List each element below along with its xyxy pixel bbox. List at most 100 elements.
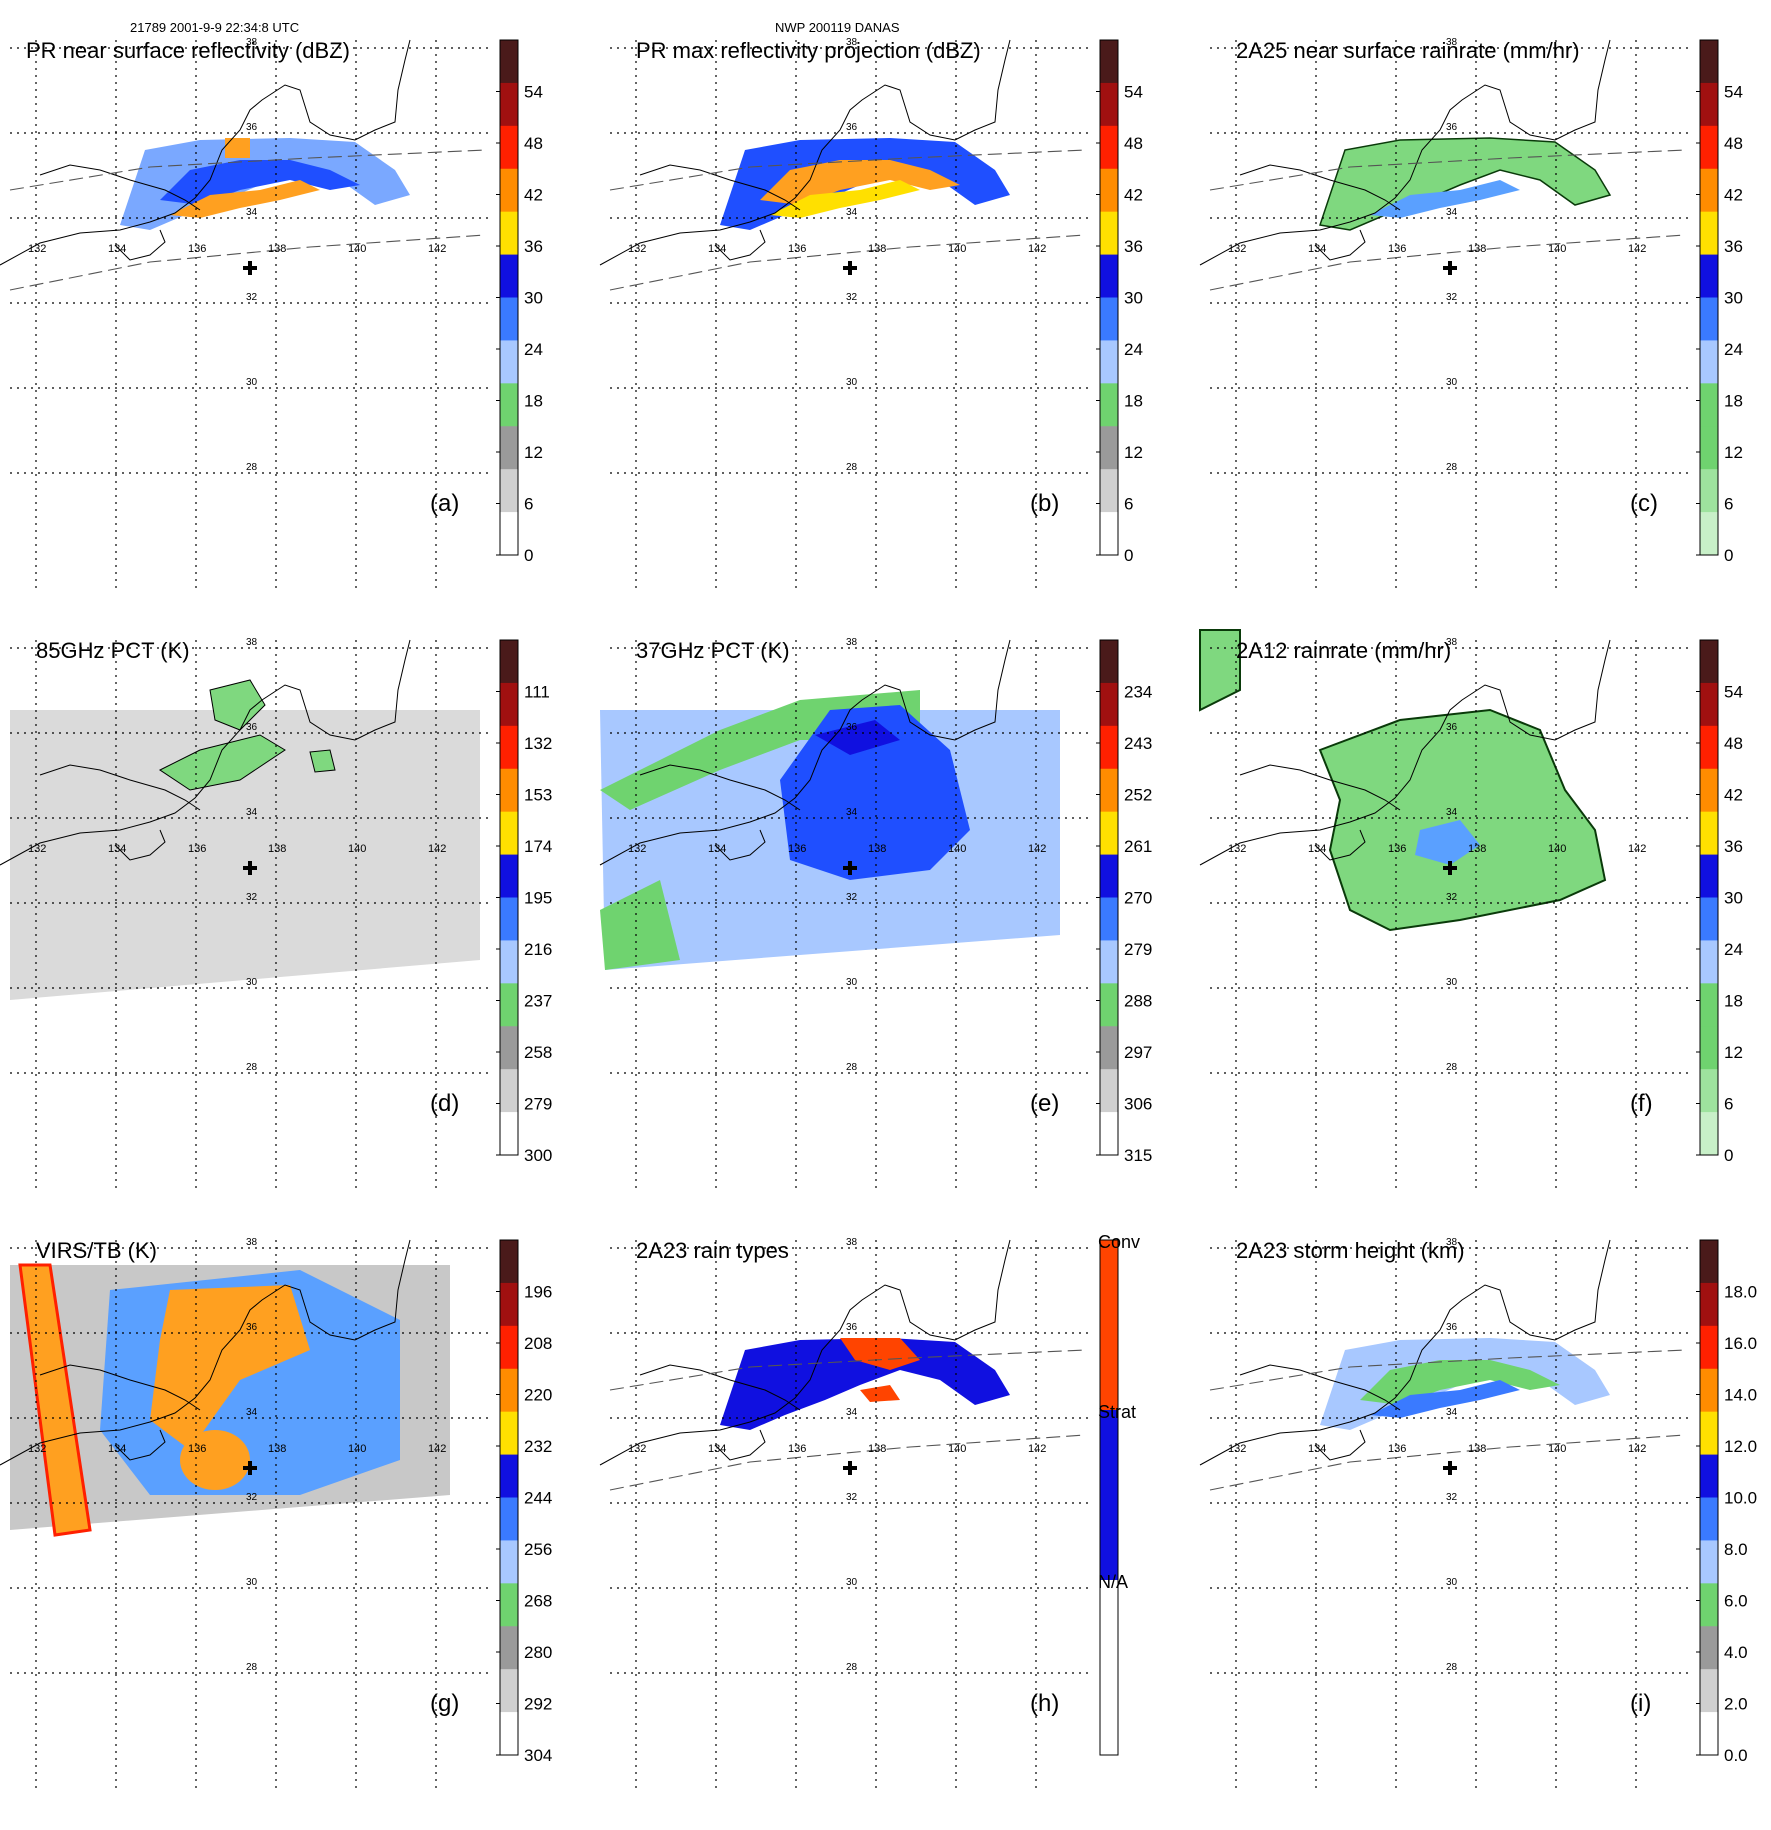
longitude-label: 132: [628, 243, 646, 255]
colorbar-tick-label: 208: [524, 1334, 552, 1353]
colorbar-tick-label: 24: [1724, 340, 1743, 359]
colorbar-segment: [1700, 1626, 1718, 1670]
colorbar-segment: [1700, 469, 1718, 513]
colorbar-segment: [1700, 383, 1718, 427]
lat-lon-grid: [610, 40, 1090, 590]
tb-eyewall: [180, 1430, 250, 1490]
latitude-label: 28: [846, 1662, 858, 1673]
colorbar-segment: [1700, 640, 1718, 684]
map-plot: 132 134 136 138 140 142 38 36 34 32 30 28 54 48 42 36 30…: [1199, 37, 1743, 590]
colorbar-segment: [500, 512, 518, 556]
latitude-label: 34: [1446, 207, 1458, 218]
latitude-label: 28: [846, 1062, 858, 1073]
pr-swath-edges: [9, 149, 486, 291]
longitude-label: 132: [1228, 1443, 1246, 1455]
storm-center-marker: [1443, 1461, 1457, 1475]
reflectivity-band: [170, 180, 320, 218]
latitude-label: 36: [1446, 122, 1458, 133]
colorbar-tick-label: 0: [1124, 546, 1133, 565]
longitude-label: 136: [1388, 1443, 1406, 1455]
reflectivity-band: [770, 180, 920, 218]
colorbar-segment: [1700, 811, 1718, 856]
longitude-label: 142: [428, 843, 446, 855]
colorbar-segment: [1700, 125, 1718, 170]
longitude-label: 132: [628, 843, 646, 855]
colorbar-segment: [500, 1282, 518, 1327]
colorbar-segment: [1700, 725, 1718, 770]
map-plot: 132 134 136 138 140 142 38 36 34 32 30 28 54 48 42 36 30…: [599, 37, 1143, 590]
latitude-label: 30: [246, 377, 258, 388]
panel-title: PR max reflectivity projection (dBZ): [636, 38, 981, 63]
colorbar-tick-label: 0: [1724, 546, 1733, 565]
coastline-shikoku: [1239, 764, 1401, 811]
storm-center-marker: [1443, 861, 1457, 875]
colorbar-tick-label: 48: [1724, 734, 1743, 753]
swath-edge-south: [609, 1434, 1086, 1491]
longitude-label: 134: [708, 1443, 726, 1455]
colorbar-segment: [1100, 40, 1118, 84]
colorbar-segment: [500, 1540, 518, 1584]
longitude-label: 136: [188, 243, 206, 255]
map-plot: 132 134 136 138 140 1423836343230282342432522…: [599, 637, 1152, 1190]
longitude-label: 134: [108, 843, 126, 855]
panel-f: 2A12 rainrate (mm/hr) (f) 132 134 136 138 14…: [1199, 629, 1771, 1230]
colorbar-tick-label: 300: [524, 1146, 552, 1165]
colorbar-tick-label: 174: [524, 837, 552, 856]
panel-b: PR max reflectivity projection (dBZ) (b)…: [599, 30, 1200, 630]
colorbar-segment: [500, 682, 518, 727]
latitude-label: 34: [246, 807, 258, 818]
coastline: [599, 39, 1011, 266]
coastline: [599, 1239, 1011, 1466]
rainrate-area: [1319, 137, 1612, 231]
colorbar-tick-label: 6: [524, 495, 533, 514]
swath-background: [10, 710, 480, 1000]
colorbar-tick-label: 244: [524, 1489, 552, 1508]
colorbar-tick-label: 0: [524, 546, 533, 565]
coastline: [1199, 1239, 1611, 1466]
colorbar-segment: [1700, 340, 1718, 384]
storm-center-marker: [243, 261, 257, 275]
latitude-label: 36: [246, 722, 258, 733]
lat-lon-grid: [10, 40, 490, 590]
colorbar-segment: [1100, 469, 1118, 513]
map-plot: 132 134 136 138 140 142 38 36 34 32 30 28 18.0 16.0 14…: [1199, 1237, 1757, 1790]
colorbar-segment: [500, 40, 518, 84]
latitude-label: 38: [246, 37, 258, 48]
map-plot: 132 134 136 138 140 142 38 36 34 32 30 28 54 48 42 36 30…: [0, 37, 543, 590]
data-field: [1199, 629, 1607, 932]
pr-swath-edges: [609, 1349, 1086, 1491]
storm-center-marker: [243, 861, 257, 875]
colorbar-tick-label: 12: [1124, 443, 1143, 462]
latitude-label: 38: [246, 637, 258, 648]
longitude-label: 134: [1308, 843, 1326, 855]
colorbar-tick-label: 292: [524, 1695, 552, 1714]
latitude-label: 30: [246, 977, 258, 988]
reflectivity-core: [760, 160, 960, 205]
latitude-label: 38: [1446, 37, 1458, 48]
longitude-label: 134: [708, 843, 726, 855]
colorbar-tick-label: 36: [524, 237, 543, 256]
colorbar-tick-label: 12: [1724, 443, 1743, 462]
longitude-label: 136: [788, 1443, 806, 1455]
colorbar-segment: [1700, 1282, 1718, 1327]
colorbar-segment: [500, 1411, 518, 1456]
coastline-kii: [114, 229, 166, 261]
storm-header: NWP 200119 DANAS: [775, 20, 900, 35]
longitude-label: 140: [948, 1443, 966, 1455]
colorbar-segment: [1100, 512, 1118, 556]
latitude-label: 30: [846, 377, 858, 388]
rain-type-stratiform: [720, 1338, 1010, 1430]
colorbar-segment: [1700, 1497, 1718, 1541]
colorbar-segment: [500, 340, 518, 384]
longitude-label: 138: [1468, 843, 1486, 855]
colorbar-segment: [500, 1368, 518, 1413]
colorbar-tick-label: 42: [1124, 186, 1143, 205]
latitude-label: 32: [246, 1492, 258, 1503]
longitude-label: 142: [428, 243, 446, 255]
coastline-kii: [1314, 1429, 1366, 1461]
lat-lon-grid: [610, 640, 1090, 1190]
colorbar-tick-label: 12.0: [1724, 1437, 1757, 1456]
colorbar-segment: [500, 1325, 518, 1370]
panel-label: (c): [1630, 490, 1658, 517]
data-field: [120, 138, 410, 230]
